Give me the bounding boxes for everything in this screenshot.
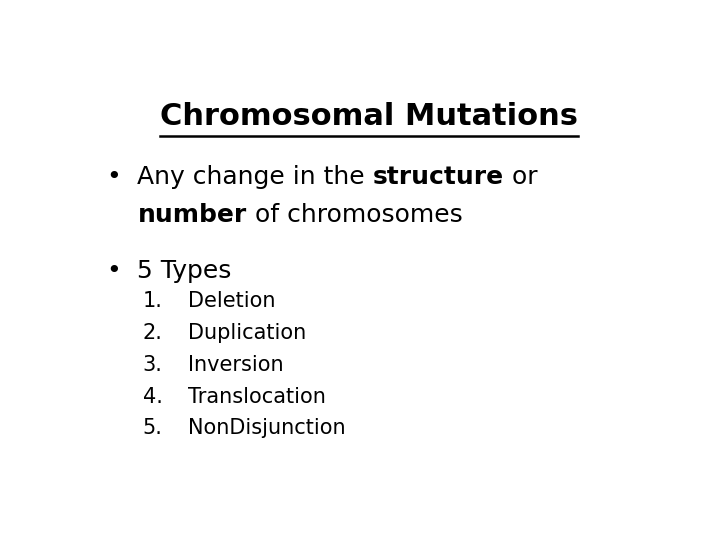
Text: structure: structure [373, 165, 504, 188]
Text: Inversion: Inversion [188, 355, 283, 375]
Text: of chromosomes: of chromosomes [247, 203, 462, 227]
Text: Any change in the: Any change in the [138, 165, 373, 188]
Text: Chromosomal Mutations: Chromosomal Mutations [160, 102, 578, 131]
Text: •: • [107, 165, 122, 188]
Text: Deletion: Deletion [188, 292, 275, 312]
Text: 5.: 5. [143, 418, 163, 438]
Text: 5 Types: 5 Types [138, 259, 232, 282]
Text: 4.: 4. [143, 387, 163, 407]
Text: 1.: 1. [143, 292, 163, 312]
Text: •: • [107, 259, 122, 282]
Text: number: number [138, 203, 247, 227]
Text: or: or [504, 165, 538, 188]
Text: 3.: 3. [143, 355, 163, 375]
Text: Duplication: Duplication [188, 323, 306, 343]
Text: NonDisjunction: NonDisjunction [188, 418, 346, 438]
Text: 2.: 2. [143, 323, 163, 343]
Text: Translocation: Translocation [188, 387, 325, 407]
